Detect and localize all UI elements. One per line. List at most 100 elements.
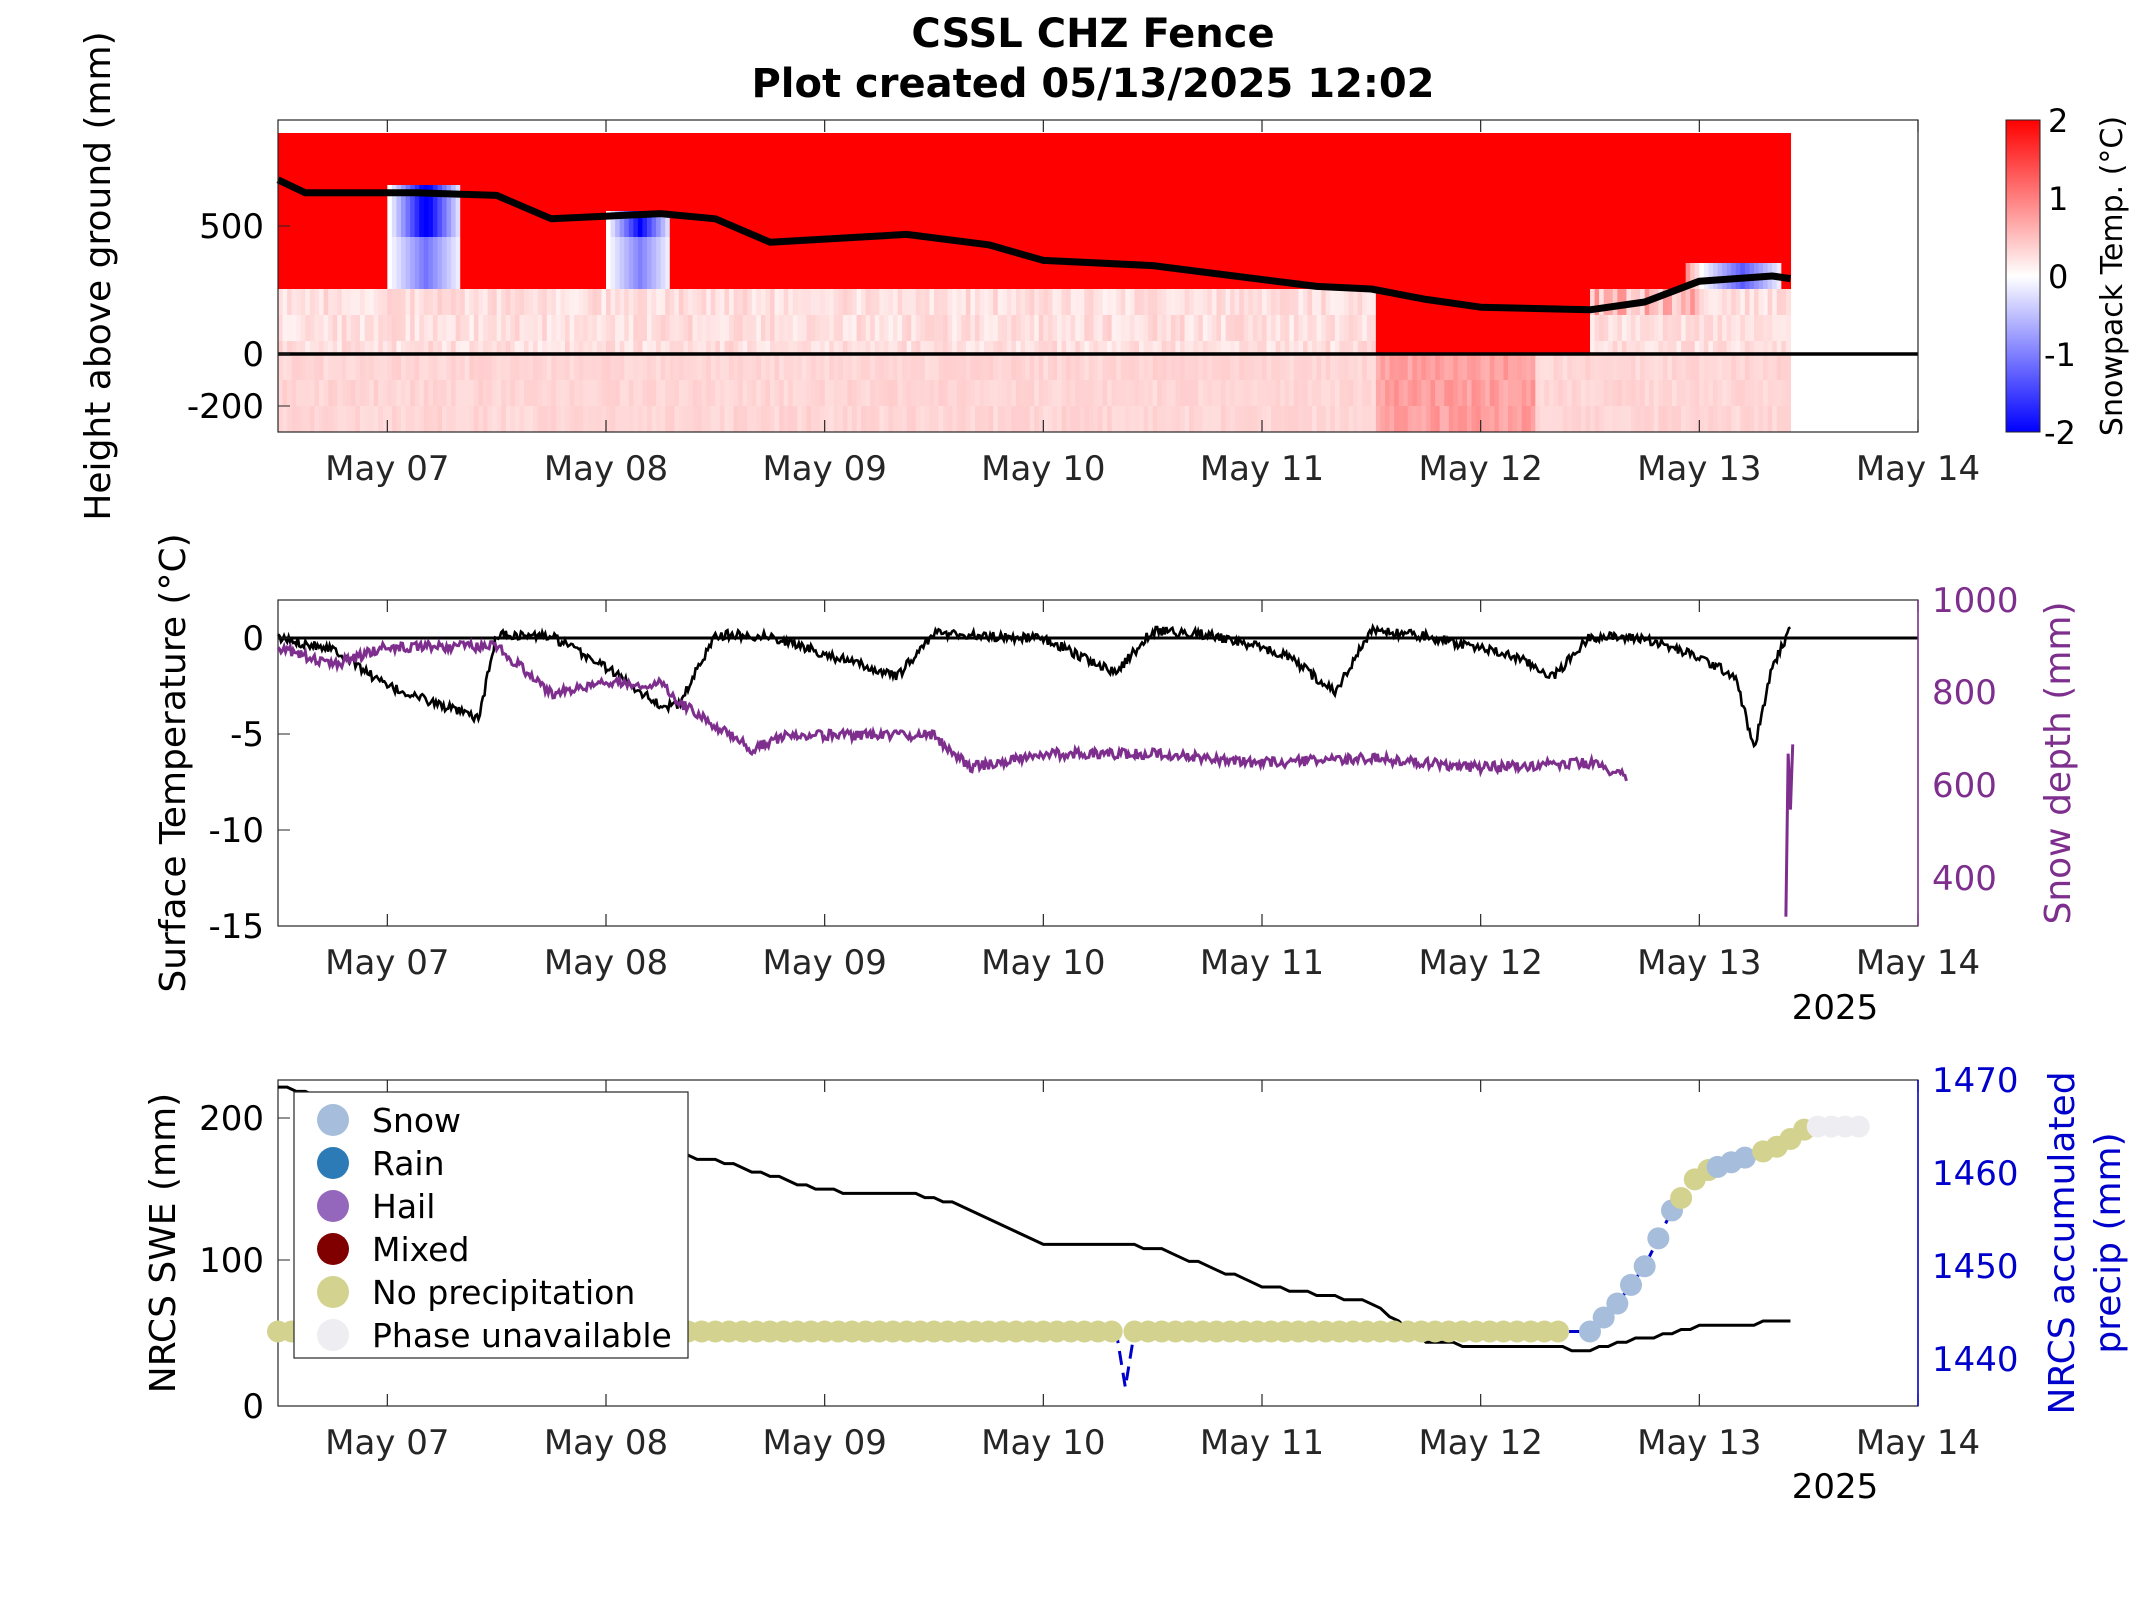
heatmap-cell [1462,159,1468,185]
heatmap-cell [829,159,835,185]
heatmap-cell [1034,354,1040,380]
heatmap-cell [578,315,584,341]
heatmap-cell [724,341,730,354]
heatmap-cell [888,133,894,159]
heatmap-cell [1590,354,1596,380]
heatmap-cell [1530,133,1536,159]
heatmap-cell [428,133,434,159]
heatmap-cell [724,133,730,159]
heatmap-cell [1111,185,1117,211]
heatmap-cell [1098,133,1104,159]
heatmap-cell [1020,341,1026,354]
heatmap-cell [1667,237,1673,263]
heatmap-cell [1043,263,1049,289]
heatmap-cell [1530,263,1536,289]
heatmap-cell [1330,159,1336,185]
heatmap-cell [647,185,653,211]
heatmap-cell [1011,263,1017,289]
heatmap-cell [911,289,917,315]
panel2-y2tick-label: 400 [1932,859,1997,899]
heatmap-cell [1198,237,1204,263]
heatmap-cell [938,380,944,406]
heatmap-cell [455,354,461,380]
heatmap-cell [1207,380,1213,406]
heatmap-cell [874,159,880,185]
heatmap-cell [1330,315,1336,341]
heatmap-cell [1713,237,1719,263]
heatmap-cell [546,237,552,263]
heatmap-cell [323,341,329,354]
heatmap-cell [729,159,735,185]
heatmap-cell [765,315,771,341]
heatmap-cell [1139,315,1145,341]
heatmap-cell [1280,159,1286,185]
heatmap-cell [300,380,306,406]
heatmap-cell [943,354,949,380]
heatmap-cell [350,237,357,263]
heatmap-cell [583,133,589,159]
heatmap-cell [879,289,885,315]
heatmap-cell [1239,185,1245,211]
heatmap-cell [1266,211,1272,237]
heatmap-cell [405,406,411,432]
heatmap-cell [587,289,593,315]
heatmap-cell [1006,315,1013,341]
heatmap-cell [1749,133,1755,159]
heatmap-cell [319,315,325,341]
heatmap-cell [988,315,994,341]
heatmap-cell [1503,159,1509,185]
heatmap-cell [1580,263,1587,289]
heatmap-cell [1694,354,1700,380]
heatmap-cell [1407,406,1413,432]
heatmap-cell [309,159,316,185]
heatmap-cell [1079,289,1085,315]
heatmap-cell [1553,380,1559,406]
heatmap-cell [1722,185,1728,211]
heatmap-cell [560,133,566,159]
heatmap-cell [1749,237,1755,263]
panel3-xtick-label: May 12 [1418,1423,1542,1463]
heatmap-cell [811,211,817,237]
panel1-y-axis: 500 0 -200 [187,207,290,427]
heatmap-cell [1312,380,1318,406]
heatmap-cell [1640,237,1646,263]
heatmap-cell [820,341,826,354]
heatmap-cell [1029,185,1035,211]
heatmap-cell [1148,237,1154,263]
heatmap-cell [282,289,288,315]
heatmap-cell [624,237,630,263]
heatmap-cell [505,354,511,380]
heatmap-cell [883,159,890,185]
heatmap-cell [797,406,803,432]
heatmap-cell [1617,406,1623,432]
heatmap-cell [1521,263,1527,289]
heatmap-cell [606,380,612,406]
heatmap-cell [524,185,530,211]
heatmap-cell [697,406,703,432]
heatmap-cell [988,211,994,237]
heatmap-cell [1717,237,1723,263]
heatmap-cell [1321,211,1327,237]
heatmap-cell [291,341,297,354]
heatmap-cell [1088,289,1095,315]
heatmap-cell [401,211,407,237]
heatmap-cell [569,354,575,380]
heatmap-cell [1544,185,1550,211]
heatmap-cell [401,354,407,380]
heatmap-cell [674,341,680,354]
heatmap-cell [733,159,739,185]
heatmap-cell [792,406,798,432]
heatmap-cell [988,380,994,406]
heatmap-cell [309,406,316,432]
heatmap-cell [1284,354,1290,380]
heatmap-cell [701,211,707,237]
heatmap-cell [1758,159,1764,185]
heatmap-cell [747,341,753,354]
heatmap-cell [1562,263,1568,289]
heatmap-cell [979,315,985,341]
heatmap-cell [483,263,489,289]
heatmap-cell [1385,354,1391,380]
heatmap-cell [410,263,416,289]
heatmap-cell [729,185,735,211]
heatmap-cell [801,133,808,159]
